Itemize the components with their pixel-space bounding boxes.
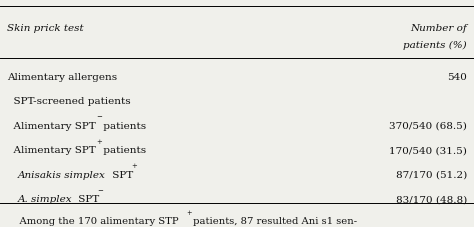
Text: −: − (97, 187, 103, 195)
Text: SPT: SPT (109, 171, 133, 180)
Text: patients (%): patients (%) (403, 41, 467, 50)
Text: Alimentary allergens: Alimentary allergens (7, 73, 117, 82)
Text: Number of: Number of (410, 24, 467, 33)
Text: 370/540 (68.5): 370/540 (68.5) (389, 122, 467, 131)
Text: 83/170 (48.8): 83/170 (48.8) (396, 195, 467, 204)
Text: Anisakis simplex: Anisakis simplex (18, 171, 106, 180)
Text: Alimentary SPT: Alimentary SPT (7, 122, 96, 131)
Text: patients: patients (100, 146, 146, 155)
Text: Among the 170 alimentary STP: Among the 170 alimentary STP (7, 217, 179, 226)
Text: SPT-screened patients: SPT-screened patients (7, 97, 131, 106)
Text: SPT: SPT (75, 195, 99, 204)
Text: Alimentary SPT: Alimentary SPT (7, 146, 96, 155)
Text: 87/170 (51.2): 87/170 (51.2) (396, 171, 467, 180)
Text: patients: patients (100, 122, 146, 131)
Text: +: + (131, 162, 137, 170)
Text: Skin prick test: Skin prick test (7, 24, 84, 33)
Text: A. simplex: A. simplex (18, 195, 73, 204)
Text: 540: 540 (447, 73, 467, 82)
Text: patients, 87 resulted Ani s1 sen-: patients, 87 resulted Ani s1 sen- (190, 217, 357, 226)
Text: 170/540 (31.5): 170/540 (31.5) (389, 146, 467, 155)
Text: +: + (97, 138, 102, 146)
Text: +: + (186, 209, 191, 217)
Text: −: − (97, 113, 102, 121)
